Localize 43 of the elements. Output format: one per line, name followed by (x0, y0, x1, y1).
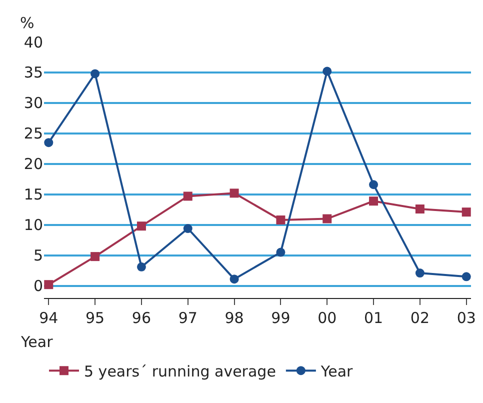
y-axis-title: % (20, 14, 34, 32)
x-tick-label: 96 (132, 309, 152, 327)
y-tick-label: 20 (24, 155, 43, 174)
x-tick-label: 99 (271, 309, 290, 327)
legend-label: Year (320, 362, 354, 380)
point (462, 208, 471, 217)
x-axis-title: Year (20, 333, 54, 351)
y-tick-label: 40 (24, 33, 43, 52)
point (136, 262, 146, 272)
y-tick-label: 30 (24, 94, 43, 112)
point (369, 180, 378, 190)
point (183, 192, 192, 201)
x-tick-label: 97 (178, 309, 198, 327)
x-tick-label: 03 (456, 309, 476, 327)
y-tick-label: 15 (24, 186, 43, 204)
y-tick-label: 0 (33, 277, 43, 296)
point (230, 274, 239, 284)
point (415, 268, 424, 278)
x-tick-label: 01 (364, 309, 384, 327)
point (230, 188, 239, 198)
point (136, 222, 146, 231)
point (415, 204, 424, 214)
point (44, 138, 54, 148)
point (276, 248, 286, 257)
y-tick-label: 5 (33, 246, 43, 265)
point (183, 224, 192, 234)
y-tick-label: 35 (24, 64, 43, 82)
y-tick-label: 10 (24, 216, 43, 234)
point (90, 252, 100, 262)
x-tick-label: 00 (318, 309, 337, 327)
point (90, 69, 100, 78)
y-tick-label: 25 (24, 124, 43, 143)
x-tick-label: 02 (410, 309, 430, 327)
point (369, 196, 378, 206)
point (44, 280, 54, 290)
point (322, 214, 332, 224)
point (276, 215, 286, 224)
x-tick-label: 98 (224, 309, 244, 327)
x-tick-label: 94 (39, 309, 58, 327)
legend-label: 5 years´ running average (84, 362, 276, 380)
point (322, 66, 332, 76)
x-tick-label: 95 (86, 309, 105, 327)
point (462, 272, 471, 282)
